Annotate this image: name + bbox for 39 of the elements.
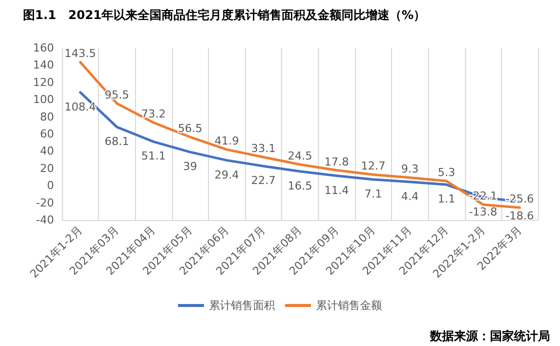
- data-label: 17.8: [324, 155, 349, 168]
- data-label: -18.6: [505, 210, 534, 223]
- data-label: 24.5: [288, 150, 312, 163]
- source-note: 数据来源：国家统计局: [429, 329, 550, 343]
- data-label: 41.9: [214, 134, 240, 148]
- data-label: 29.4: [214, 168, 240, 182]
- data-label: 1.1: [438, 192, 456, 206]
- data-label: 39: [183, 160, 198, 174]
- data-label: 22.7: [251, 174, 276, 188]
- y-tick-label: 140: [33, 58, 54, 72]
- data-label: 56.5: [178, 122, 202, 136]
- data-label: 16.5: [288, 179, 312, 192]
- legend-label: 累计销售面积: [209, 299, 275, 312]
- y-tick-label: 20: [40, 162, 54, 175]
- y-tick-label: 80: [40, 110, 54, 124]
- data-label: 12.7: [360, 160, 386, 173]
- y-tick-label: 40: [40, 144, 54, 158]
- data-label: 73.2: [141, 108, 166, 121]
- data-label: 5.3: [438, 166, 456, 180]
- y-tick-label: 100: [33, 93, 54, 106]
- data-label: 33.1: [251, 142, 276, 156]
- data-label: 11.4: [324, 184, 349, 197]
- chart-title: 图1.1 2021年以来全国商品住宅月度累计销售面积及金额同比增速（%）: [23, 8, 426, 22]
- data-label: 108.4: [64, 100, 96, 114]
- data-label: 9.3: [401, 162, 419, 176]
- legend-label: 累计销售金额: [316, 299, 382, 312]
- y-tick-label: 120: [33, 76, 54, 89]
- data-label: 143.5: [64, 47, 96, 60]
- data-label: 51.1: [141, 150, 166, 163]
- data-label: 4.4: [401, 190, 419, 203]
- y-tick-label: 0: [47, 179, 54, 192]
- data-label: 68.1: [104, 135, 130, 148]
- y-tick-label: -40: [36, 214, 54, 226]
- y-tick-label: -20: [36, 196, 54, 210]
- data-label: -25.6: [505, 192, 534, 206]
- data-label: -13.8: [468, 205, 498, 218]
- data-label: 7.1: [364, 187, 382, 200]
- y-tick-label: 60: [40, 128, 54, 140]
- y-tick-label: 160: [33, 42, 54, 54]
